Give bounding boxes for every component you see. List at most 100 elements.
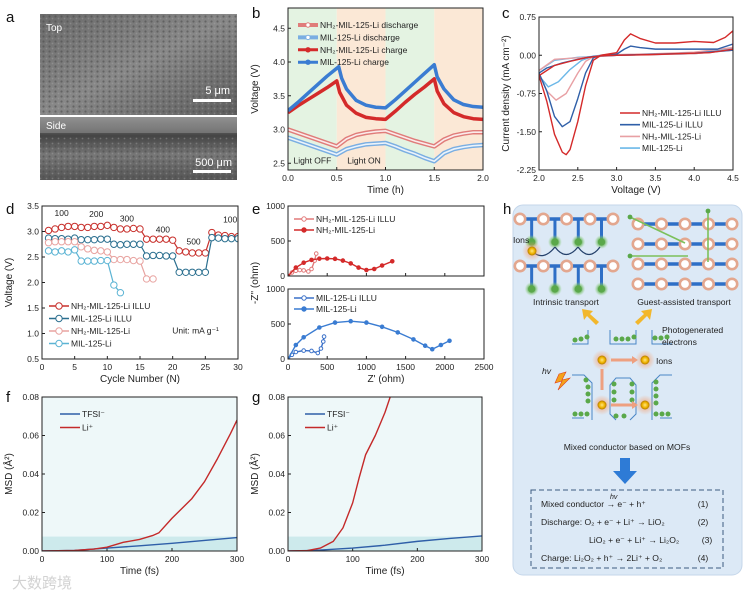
data-point [201, 268, 210, 276]
data-point [51, 238, 59, 246]
metal-node [513, 259, 527, 273]
chart-e_bottom: 0 500 1000 1500 2000 2500 0 500 1000 Z' (ohm) MIL-… [266, 284, 494, 385]
x-tick-label: 0 [40, 554, 45, 564]
x-tick-label: 2.0 [477, 173, 489, 183]
data-point [123, 225, 131, 233]
guest-dot [664, 334, 670, 340]
y-tick-label: 0.5 [27, 354, 39, 364]
data-point [293, 342, 299, 348]
data-point [136, 257, 144, 265]
y-tick-label: -1.50 [517, 127, 537, 137]
x-tick-label: 15 [135, 362, 145, 372]
data-point [90, 257, 98, 265]
x-axis-label: Z' (ohm) [368, 374, 405, 385]
data-point [90, 222, 98, 231]
data-point [214, 234, 223, 242]
metal-node [678, 217, 692, 231]
panel-label-b: b [252, 5, 260, 22]
guest-dot [619, 336, 625, 342]
plot-background [288, 397, 482, 551]
y-tick-label: 0.00 [22, 546, 39, 556]
guest-dot [621, 413, 627, 419]
data-point [103, 221, 112, 230]
data-point [182, 248, 190, 256]
plot-frame [287, 396, 483, 552]
equation-4-number: (4) [698, 553, 709, 563]
legend-label: NH₂-MIL-125-Li ILLU [71, 301, 150, 311]
data-point [84, 223, 92, 232]
data-point [110, 255, 118, 264]
legend: TFSI⁻ Li⁺ [60, 409, 105, 433]
legend-marker [55, 314, 63, 323]
y-axis-label: -Z'' (ohm) [250, 262, 261, 304]
legend-label: TFSI⁻ [327, 409, 350, 419]
y-axis-label: Current density (mA cm⁻²) [501, 35, 512, 151]
ion-ball [597, 400, 607, 410]
electrons-label: electrons [662, 337, 697, 347]
legend: NH₂-MIL-125-Li ILLU MIL-125-Li ILLU NH₂-MI… [49, 301, 150, 349]
data-point [195, 268, 203, 276]
metal-node [560, 212, 574, 226]
guest-dot [631, 334, 637, 340]
legend-label: Li⁺ [82, 423, 94, 433]
x-tick-label: 2.5 [572, 173, 584, 183]
x-tick-label: 5 [72, 362, 77, 372]
legend-label: MIL-125-Li ILLU [316, 293, 377, 303]
data-point [77, 223, 85, 232]
guest-dot [629, 381, 635, 387]
data-point [142, 252, 151, 260]
legend-label: TFSI⁻ [82, 409, 105, 419]
guest-dot [613, 413, 619, 419]
data-point [129, 240, 138, 248]
plot-frame [41, 205, 239, 360]
data-point [57, 238, 66, 246]
data-point [84, 245, 92, 253]
y-tick-label: 500 [271, 236, 285, 246]
plot-background [42, 397, 237, 551]
data-point [371, 266, 377, 272]
panel-label-f: f [6, 389, 11, 406]
framework-edge [651, 330, 672, 345]
legend-label: NH₂-MIL-125-Li ILLU [316, 214, 395, 224]
x-tick-label: 200 [410, 554, 424, 564]
charts: 0.0 0.5 1.0 1.5 2.0 2.5 3.0 3.5 4.0 4.5 Time (h) Vo… [2, 7, 739, 577]
data-point [201, 249, 210, 257]
photogenerated-label: Photogenerated [662, 325, 723, 335]
y-tick-label: 2.5 [27, 252, 39, 262]
y-tick-label: 3.0 [27, 227, 39, 237]
y-tick-label: 3.0 [273, 125, 285, 135]
series-line-tfsi- [288, 535, 482, 551]
y-tick-label: 4.5 [273, 23, 285, 33]
guest-dot [627, 214, 633, 220]
x-tick-label: 0.0 [282, 173, 294, 183]
data-point [77, 235, 85, 244]
x-tick-label: 500 [320, 362, 334, 372]
ion-ball [597, 355, 607, 365]
data-point [379, 324, 385, 330]
y-tick-label: 1.5 [27, 303, 39, 313]
x-axis-label: Time (h) [367, 185, 404, 196]
legend: TFSI⁻ Li⁺ [305, 409, 350, 433]
sem-side-scale-label: 500 μm [195, 157, 232, 169]
metal-node [654, 277, 668, 291]
equation-1: Mixed conductor → e⁻ + h⁺ [541, 499, 646, 509]
y-tick-label: 0.00 [519, 50, 536, 60]
x-tick-label: 2.0 [533, 173, 545, 183]
data-point [188, 268, 196, 276]
guest-dot [585, 398, 591, 404]
guest-dot [653, 386, 659, 392]
data-point [103, 256, 112, 265]
data-point [103, 248, 112, 256]
panel-label-d: d [6, 201, 14, 218]
mixed-conductor-caption: Mixed conductor based on MOFs [564, 442, 691, 452]
annotation: 300 [120, 213, 134, 223]
guest-assisted-transport-label: Guest-assisted transport [637, 297, 731, 307]
data-point [97, 256, 105, 265]
panel-a-sem: Top 5 μm Side 500 μm [40, 14, 237, 180]
guest-dot [551, 238, 559, 246]
y-axis-label: MSD (Å²) [248, 453, 261, 495]
sem-side-scalebar [193, 170, 231, 173]
legend-label: MIL-125-Li [642, 143, 683, 153]
arrow-to-guest-icon [635, 309, 652, 325]
